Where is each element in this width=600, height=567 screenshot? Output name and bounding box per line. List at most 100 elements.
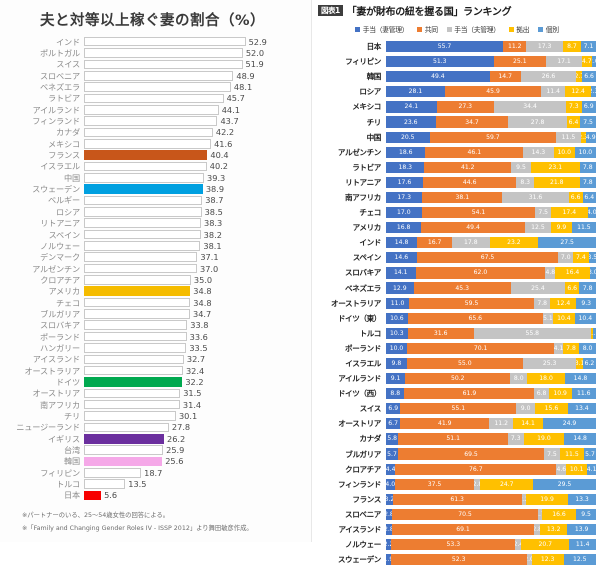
stacked-bar-segment-value: 11.5 (561, 133, 576, 141)
left-bar-track: 43.7 (84, 116, 311, 126)
left-bar-value: 18.7 (144, 467, 163, 478)
left-bar-track: 40.2 (84, 161, 311, 171)
stacked-bar-country-label: クロアチア (345, 464, 381, 474)
left-bar (84, 173, 205, 183)
stacked-bar-segment: 23.2 (489, 237, 539, 249)
stacked-bar-segment-value: 76.7 (469, 465, 483, 473)
stacked-bar-row: アイルランド 9.1 50.2 8.0 18.0 14.8 (314, 371, 600, 386)
stacked-bar-segment: 25.4 (510, 282, 566, 294)
stacked-bar-segment-value: 21.8 (549, 178, 564, 186)
left-bar (84, 82, 231, 92)
left-bar (84, 241, 201, 251)
left-bar-track: 34.7 (84, 309, 311, 319)
stacked-bar-segment-value: 24.7 (499, 480, 514, 488)
left-bar-value: 40.4 (210, 150, 229, 161)
stacked-bar-segment-value: 3.1 (576, 360, 583, 368)
stacked-bar-segment-value: 11.2 (507, 43, 522, 51)
stacked-bar-row: 韓国 49.4 14.7 26.6 2.76.6 (314, 69, 600, 84)
stacked-bar-track: 2.8 70.5 1.7 16.6 9.5 (386, 508, 596, 521)
stacked-bar-segment-value: 13.9 (574, 526, 589, 534)
left-bar-track: 38.3 (84, 218, 311, 228)
stacked-bar-row: ブルガリア 5.7 69.5 7.5 11.5 5.7 (314, 447, 600, 462)
left-bar-row: イスラエル 40.2 (2, 161, 311, 172)
stacked-bar-segment-value: 10.4 (578, 314, 593, 322)
left-bar (84, 218, 201, 228)
stacked-bar-segment-value: 55.7 (437, 43, 452, 51)
right-chart-header: 図表1 「妻が財布の紐を握る国」ランキング 手当（妻管理） 共同 手当（夫管理） 拠出… (312, 0, 600, 34)
stacked-bar-segment: 2.3 (580, 131, 586, 143)
left-bar-country-label: メキシコ (48, 138, 80, 149)
stacked-bar-segment-value: 7.8 (566, 344, 576, 352)
stacked-bar-track: 17.3 38.1 31.6 6.6 6.4 (386, 191, 596, 204)
stacked-bar-track: 55.7 11.2 17.3 8.7 7.1 (386, 40, 596, 53)
stacked-bar-segment: 17.3 (386, 191, 423, 204)
stacked-bar-segment: 4.9 (585, 131, 596, 143)
stacked-bar-segment: 31.6 (407, 327, 474, 339)
left-bar-value: 38.1 (203, 240, 222, 251)
stacked-bar-segment: 2.0 (591, 56, 596, 68)
left-bar (84, 48, 243, 58)
left-bar-row: ポルトガル 52.0 (2, 47, 311, 58)
stacked-bar-segment-value: 4.0 (587, 209, 596, 217)
stacked-bar-row: チェコ 17.0 54.1 7.5 17.4 4.0 (314, 205, 600, 220)
stacked-bar-country-label: スイス (359, 404, 382, 414)
left-bar (84, 286, 191, 297)
stacked-bar-segment: 6.9 (386, 403, 401, 415)
stacked-bar-segment-value: 13.3 (575, 495, 589, 503)
left-bar-track: 44.1 (84, 105, 311, 115)
stacked-bar-segment: 4.1 (554, 342, 563, 355)
stacked-bar-segment: 12.4 (565, 86, 592, 98)
left-bar-value: 39.3 (207, 172, 226, 183)
stacked-bar-row: ノルウェー2.253.32.420.711.4 (314, 537, 600, 552)
stacked-bar-country-label: アイルランド (338, 374, 381, 384)
right-title-row: 図表1 「妻が財布の紐を握る国」ランキング (318, 3, 600, 18)
stacked-bar-segment: 14.3 (523, 146, 554, 158)
stacked-bar-country-label: インド (359, 238, 381, 248)
stacked-bar-segment: 4.7 (581, 56, 592, 68)
stacked-bar-segment-value: 14.1 (393, 269, 408, 277)
left-bar-track: 42.2 (84, 127, 311, 137)
left-bar-row: フィリピン 18.7 (2, 467, 311, 478)
stacked-bar-segment-value: 10.6 (390, 314, 404, 322)
left-bar-value: 32.2 (185, 376, 204, 387)
stacked-bar-segment: 41.9 (400, 418, 490, 430)
left-bar-country-label: アメリカ (48, 286, 80, 297)
left-bar-country-label: ポルトガル (40, 48, 80, 59)
stacked-bar-segment: 8.3 (516, 176, 534, 188)
stacked-bar-segment-value: 2.8 (534, 526, 540, 534)
stacked-bar-row: ドイツ（東） 10.6 65.6 5.1 10.4 10.4 (314, 311, 600, 326)
stacked-bar-segment-value: 12.4 (556, 299, 571, 307)
stacked-bar-segment: 4.6 (556, 463, 567, 475)
stacked-bar-row: ロシア 28.1 45.9 11.4 12.4 2.3 (314, 84, 600, 99)
stacked-bar-row: スロバキア 14.1 62.0 4.8 16.4 3.0 (314, 265, 600, 280)
left-bar-value: 25.6 (165, 456, 184, 467)
legend-swatch-icon (446, 26, 452, 32)
stacked-bar-segment: 69.1 (391, 523, 535, 536)
left-bar-row: チェコ 34.8 (2, 297, 311, 308)
stacked-bar-segment: 14.1 (386, 267, 416, 279)
stacked-bar-segment-value: 27.5 (560, 239, 574, 247)
stacked-bar-country-label: イスラエル (345, 359, 381, 369)
stacked-bar-segment-value: 52.3 (451, 556, 466, 564)
stacked-bar-segment: 6.6 (582, 71, 596, 83)
stacked-bar-track: 12.9 45.3 25.4 6.6 7.8 (386, 282, 596, 294)
stacked-bar-segment: 76.7 (395, 463, 557, 475)
left-bar-track: 27.8 (84, 422, 311, 432)
stacked-bar-segment-value: 8.7 (567, 43, 577, 51)
stacked-bar-segment: 2.7 (576, 71, 583, 83)
stacked-bar-segment: 18.3 (386, 161, 425, 173)
stacked-bar-row: ドイツ（西） 8.8 61.9 6.8 10.9 11.6 (314, 386, 600, 401)
stacked-bar-row: フランス 3.2 61.3 2.2 19.9 13.3 (314, 492, 600, 507)
left-bar-track: 32.4 (84, 366, 311, 376)
left-bar-value: 33.8 (190, 320, 209, 331)
left-bar (84, 411, 176, 421)
stacked-bar-segment-value: 8.0 (513, 375, 524, 383)
stacked-bar-segment: 41.2 (424, 161, 512, 173)
stacked-bar-segment: 14.8 (564, 433, 596, 445)
stacked-bar-segment: 17.0 (386, 206, 422, 219)
stacked-bar-track: 3.2 61.3 2.2 19.9 13.3 (386, 493, 596, 505)
stacked-bar-segment: 7.1 (581, 40, 596, 53)
left-bar-country-label: 南アフリカ (40, 399, 80, 410)
stacked-bar-country-label: リトアニア (345, 177, 381, 187)
